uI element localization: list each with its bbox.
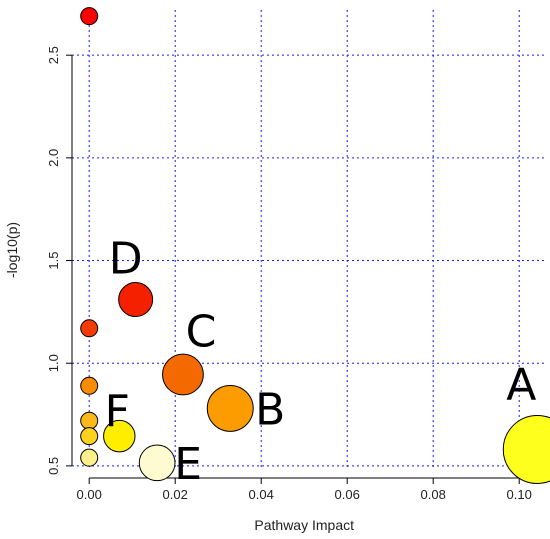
x-tick-label: 0.02 [163, 487, 188, 502]
gridlines [72, 10, 545, 470]
label-f: F [105, 386, 130, 437]
label-d: D [109, 234, 143, 285]
x-tick-label: 0.06 [335, 487, 360, 502]
x-tick-label: 0.08 [421, 487, 446, 502]
point-b [206, 384, 254, 432]
y-tick-label: 2.5 [46, 46, 61, 64]
x-tick-label: 0.00 [77, 487, 102, 502]
label-c: C [186, 307, 217, 358]
point [80, 319, 99, 338]
point-a [502, 414, 550, 484]
point [80, 427, 99, 446]
label-b: B [255, 384, 285, 435]
point-c [162, 353, 204, 396]
point-e [138, 444, 176, 482]
point [80, 448, 99, 467]
point [80, 376, 99, 395]
point-labels: DCB FE A [105, 234, 537, 490]
x-tick-label: 0.10 [507, 487, 532, 502]
label-a: A [506, 359, 536, 410]
y-tick-label: 0.5 [46, 457, 61, 475]
point-f [103, 419, 136, 453]
data-points [80, 7, 550, 484]
axes: 0.00 0.02 0.04 0.06 0.08 0.10 0.5 1.0 1.5 2.0 2.5 [46, 46, 532, 502]
y-tick-label: 2.0 [46, 149, 61, 167]
y-tick-label: 1.5 [46, 251, 61, 269]
label-e: E [174, 439, 202, 490]
y-axis-title: -log10(p) [4, 222, 20, 278]
point [80, 7, 99, 26]
point [80, 411, 99, 430]
point-d [118, 282, 154, 318]
y-tick-label: 1.0 [46, 354, 61, 372]
x-tick-label: 0.04 [249, 487, 274, 502]
x-axis-title: Pathway Impact [254, 517, 354, 533]
